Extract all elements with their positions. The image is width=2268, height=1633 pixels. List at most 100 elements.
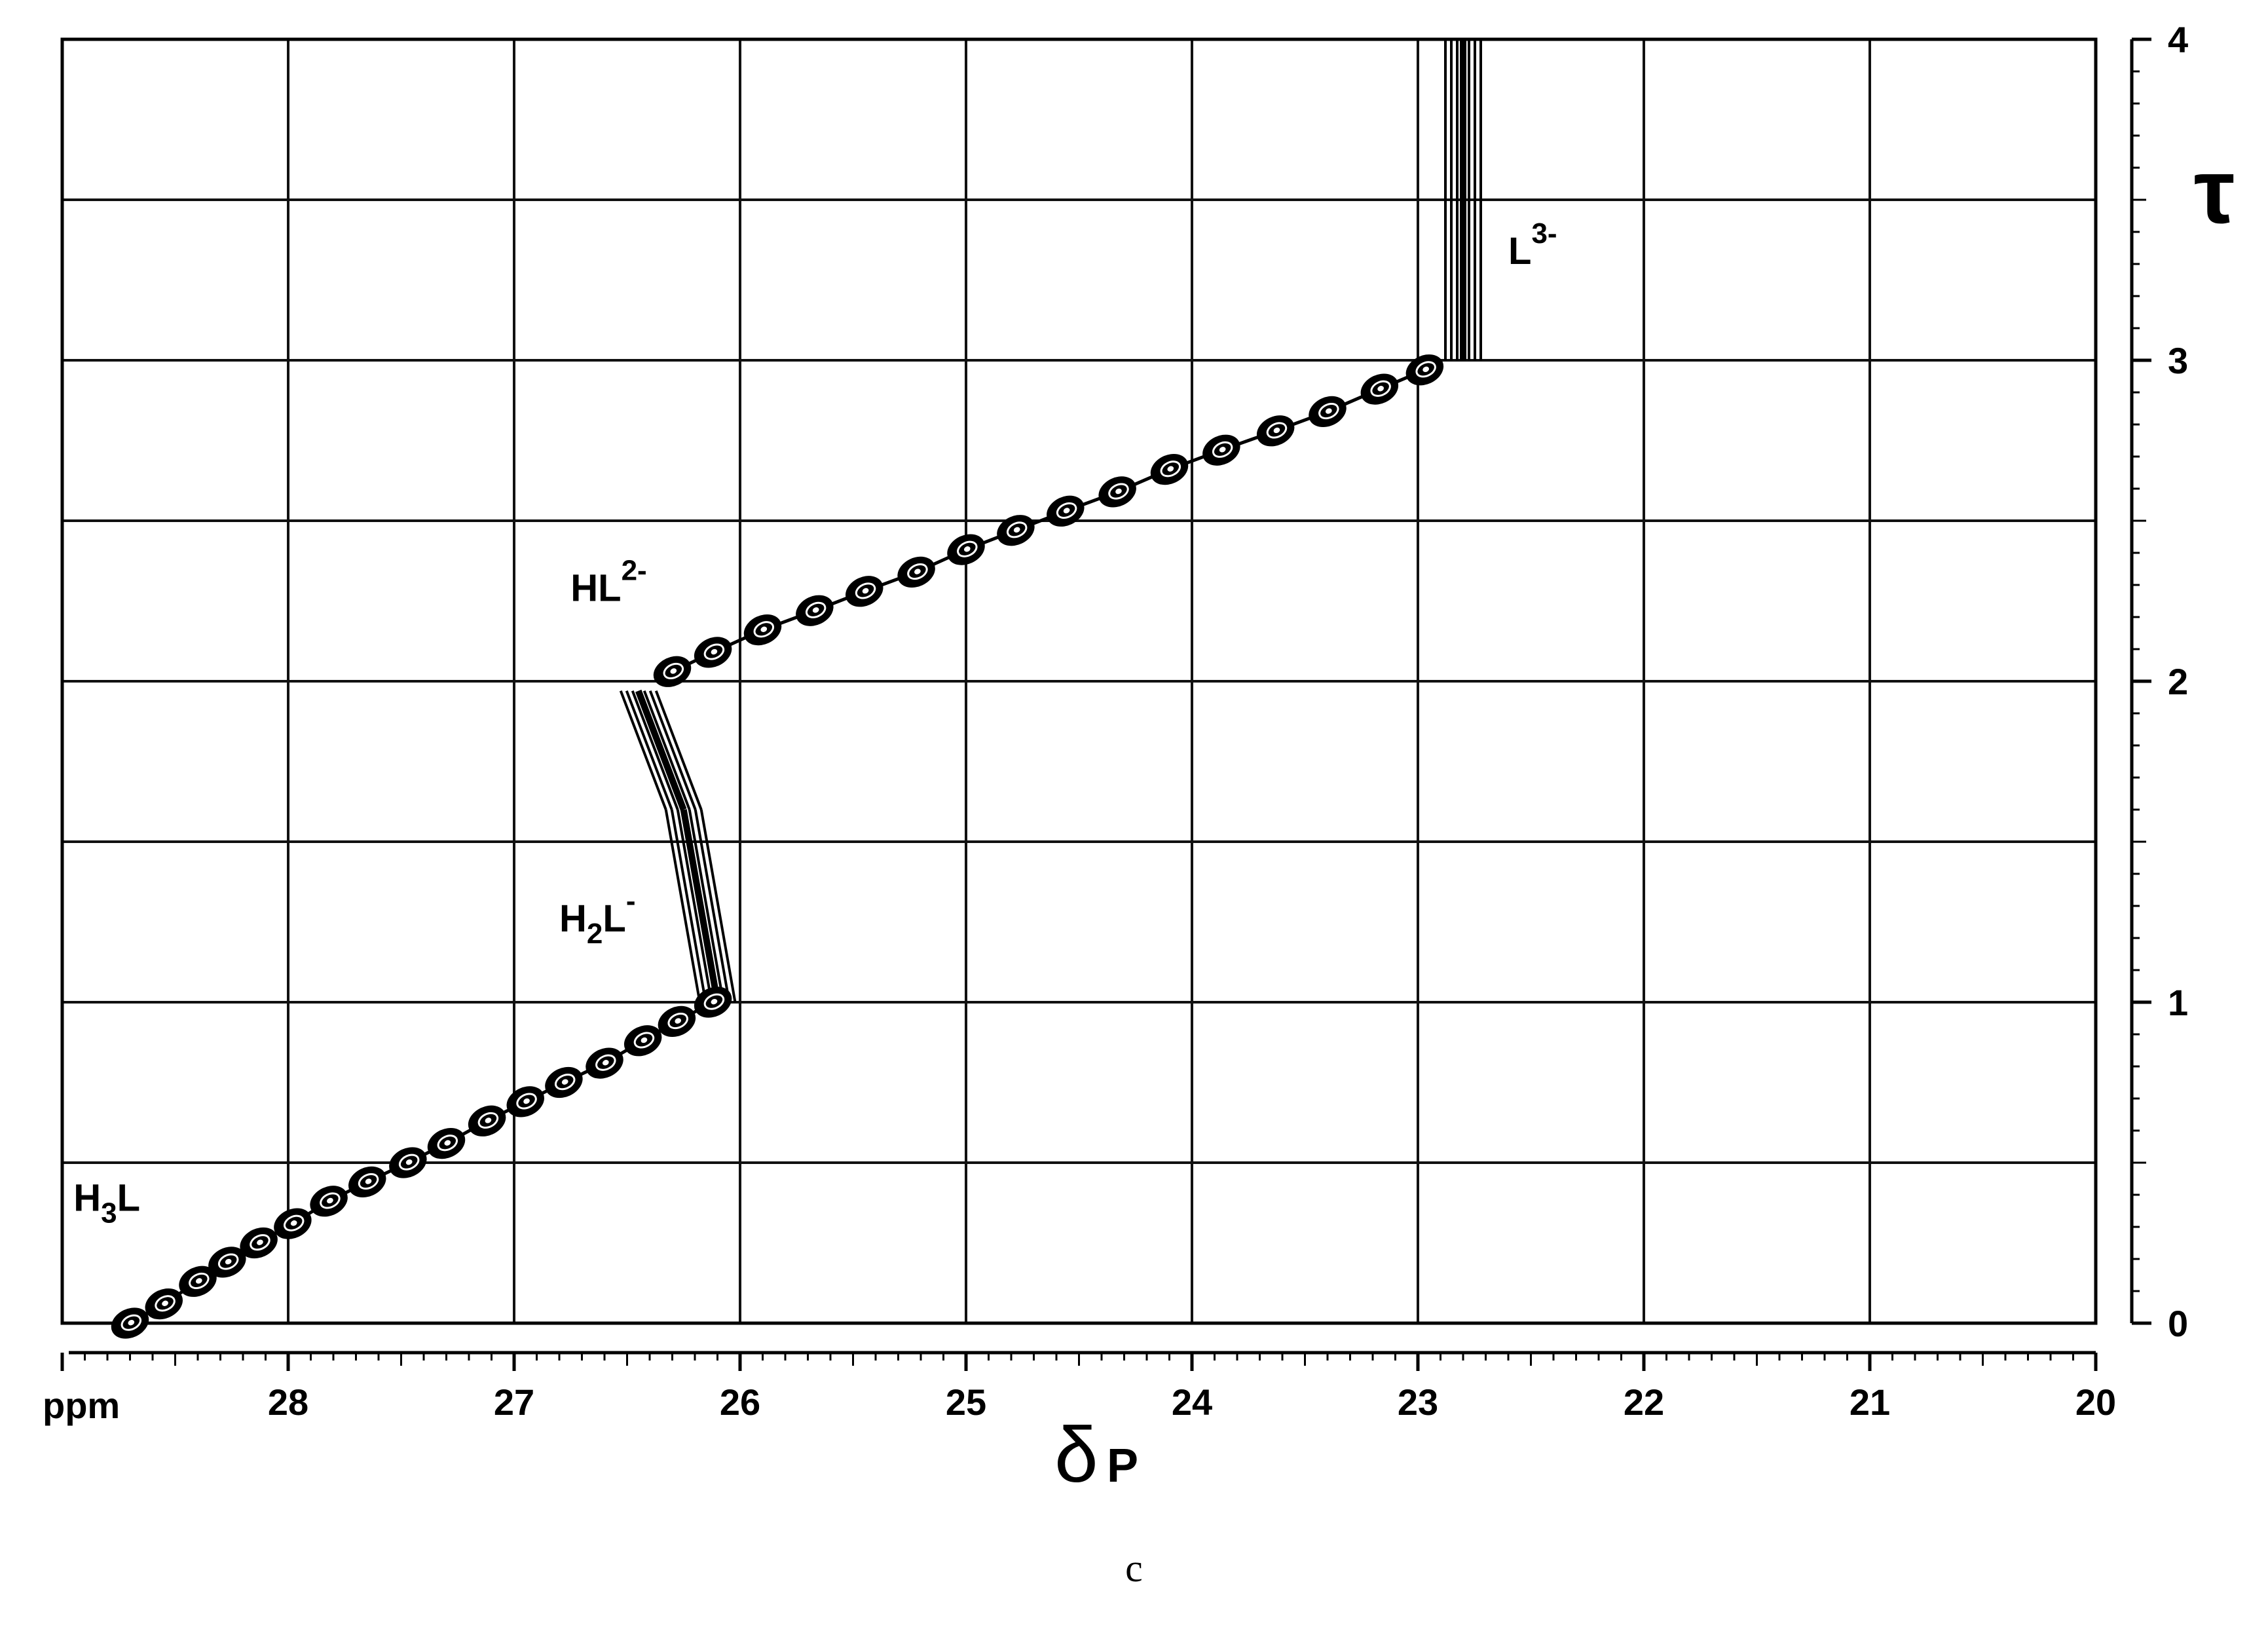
data-point-ring bbox=[358, 1173, 379, 1190]
data-point-ring bbox=[663, 662, 684, 680]
data-point-ring bbox=[189, 1272, 210, 1290]
data-point bbox=[796, 595, 834, 626]
data-point-ring bbox=[320, 1192, 341, 1209]
data-point bbox=[623, 1025, 662, 1057]
data-point-core bbox=[812, 607, 819, 613]
x-tick-label: 28 bbox=[268, 1381, 308, 1423]
data-point-core bbox=[225, 1258, 232, 1265]
data-point-core bbox=[523, 1098, 530, 1104]
data-point bbox=[145, 1288, 183, 1320]
contour-segment bbox=[694, 809, 731, 1003]
data-point-ring bbox=[1266, 422, 1288, 439]
data-point-ring bbox=[957, 540, 978, 557]
data-point bbox=[947, 534, 985, 565]
species-label: L3- bbox=[1508, 217, 1557, 272]
data-point-core bbox=[1273, 427, 1280, 434]
data-point-core bbox=[257, 1239, 263, 1245]
x-tick-label: 21 bbox=[1850, 1381, 1890, 1423]
data-point bbox=[506, 1086, 544, 1117]
data-point bbox=[743, 614, 782, 646]
data-point bbox=[1256, 415, 1295, 447]
x-tick-label: 26 bbox=[720, 1381, 760, 1423]
data-point bbox=[468, 1105, 506, 1136]
data-point-ring bbox=[155, 1295, 176, 1312]
data-point-core bbox=[711, 648, 718, 655]
y-axis-label: τ bbox=[2194, 140, 2235, 242]
data-point-core bbox=[760, 626, 768, 632]
species-label: HL2- bbox=[570, 555, 646, 610]
contour-segment bbox=[631, 690, 679, 810]
data-point-core bbox=[485, 1117, 492, 1123]
x-axis: 28 27 26 25 24 23 22 21 20 ppm δ P bbox=[43, 1351, 2116, 1499]
y-tick-label: 4 bbox=[2168, 19, 2188, 60]
data-point-core bbox=[602, 1060, 609, 1066]
data-point-ring bbox=[667, 1012, 688, 1030]
data-point-ring bbox=[753, 621, 775, 638]
data-point-ring bbox=[1415, 361, 1436, 378]
contour-segment bbox=[648, 690, 697, 810]
data-point-core bbox=[1013, 527, 1020, 533]
data-point bbox=[658, 1005, 696, 1038]
data-point-core bbox=[162, 1300, 168, 1306]
data-point-ring bbox=[805, 601, 827, 618]
data-point-core bbox=[405, 1159, 413, 1165]
data-point-core bbox=[1167, 466, 1174, 472]
data-point bbox=[274, 1208, 312, 1239]
y-tick-label: 0 bbox=[2168, 1303, 2188, 1344]
x-tick-label: 20 bbox=[2075, 1381, 2116, 1423]
data-point bbox=[111, 1307, 149, 1339]
species-label: H2L- bbox=[559, 885, 635, 950]
data-point bbox=[997, 515, 1035, 546]
x-tick-label: 22 bbox=[1624, 1381, 1664, 1423]
x-axis-label-sub: P bbox=[1107, 1440, 1138, 1492]
data-point-ring bbox=[1108, 483, 1129, 500]
contour-segment bbox=[676, 809, 713, 1003]
x-axis-label: δ bbox=[1054, 1411, 1098, 1499]
plot-border bbox=[60, 37, 2098, 1325]
data-point bbox=[1309, 396, 1347, 428]
data-point bbox=[427, 1127, 466, 1159]
data-point-ring bbox=[703, 643, 725, 660]
data-point-ring bbox=[1212, 441, 1233, 458]
contour-segment bbox=[625, 690, 673, 810]
species-label: H3L bbox=[73, 1177, 140, 1229]
data-point-ring bbox=[1318, 402, 1339, 420]
data-point-core bbox=[1063, 508, 1070, 514]
data-point-core bbox=[1219, 447, 1226, 453]
data-point-ring bbox=[1160, 460, 1181, 478]
data-point bbox=[1150, 453, 1189, 485]
y-tick-label: 2 bbox=[2168, 661, 2188, 702]
data-points bbox=[111, 354, 1444, 1339]
species-labels: H3L H2L- HL2- L3- bbox=[73, 217, 1557, 1229]
x-tick-label: 23 bbox=[1398, 1381, 1438, 1423]
x-tick-label: 27 bbox=[494, 1381, 534, 1423]
data-point bbox=[310, 1186, 348, 1217]
data-point-core bbox=[641, 1037, 648, 1043]
x-unit-label: ppm bbox=[43, 1385, 120, 1426]
x-tick-label: 25 bbox=[946, 1381, 986, 1423]
contour-segment bbox=[680, 809, 721, 1003]
data-point bbox=[1405, 354, 1444, 386]
data-point bbox=[348, 1166, 386, 1198]
data-point-core bbox=[444, 1140, 451, 1146]
data-point-core bbox=[1325, 408, 1332, 414]
data-point-core bbox=[670, 668, 677, 674]
data-point-core bbox=[963, 546, 971, 552]
data-point bbox=[694, 637, 732, 668]
contour-segment bbox=[699, 809, 737, 1003]
data-point-ring bbox=[1370, 380, 1391, 397]
data-point bbox=[846, 576, 883, 607]
contour-segment bbox=[635, 689, 687, 811]
data-point-ring bbox=[907, 563, 928, 580]
data-point bbox=[897, 556, 935, 588]
data-point bbox=[179, 1266, 217, 1297]
data-point-core bbox=[327, 1197, 333, 1204]
data-point bbox=[1360, 373, 1399, 405]
contour-segment bbox=[664, 809, 701, 1003]
data-point-core bbox=[862, 588, 869, 594]
data-point bbox=[545, 1066, 583, 1098]
data-point-core bbox=[1377, 386, 1384, 392]
contour-segment bbox=[688, 809, 725, 1003]
